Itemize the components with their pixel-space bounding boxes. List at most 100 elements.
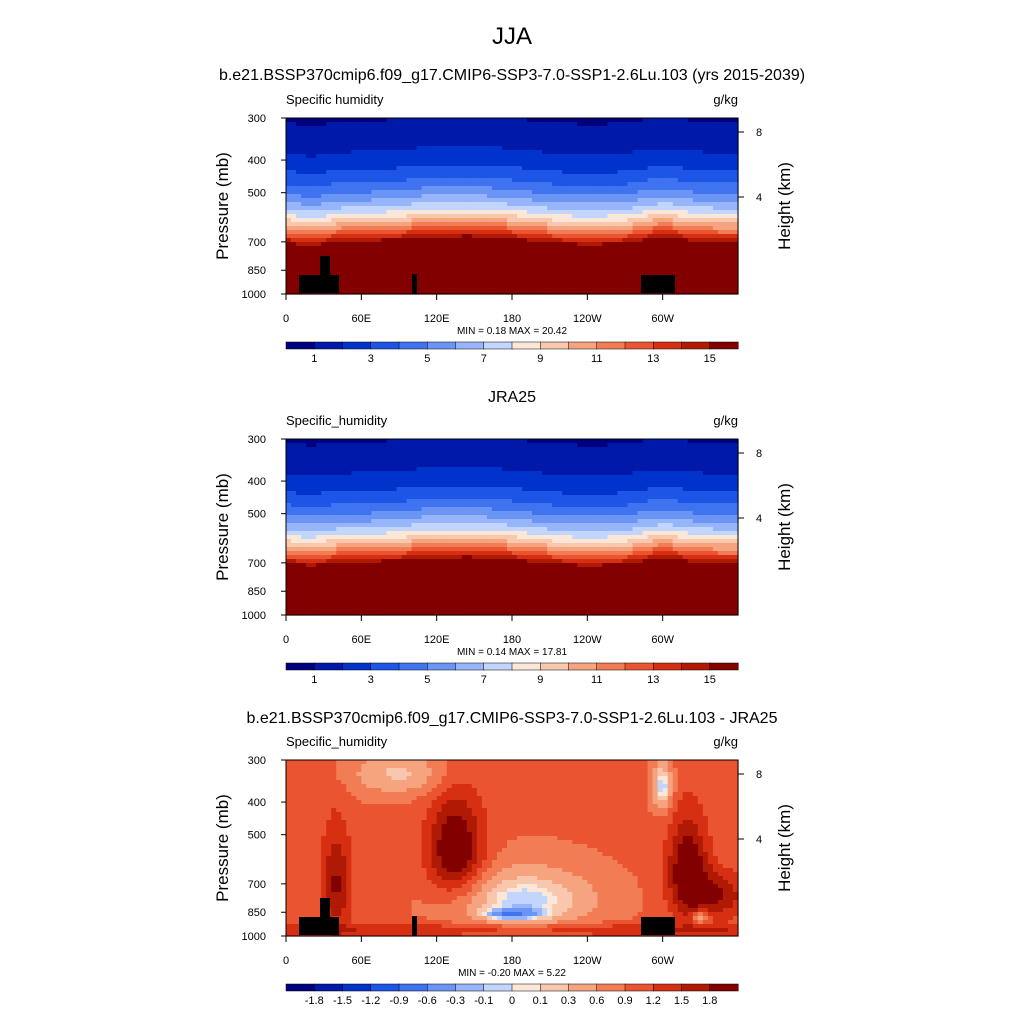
field-cell [466,234,473,239]
field-cell [396,162,403,167]
field-cell [291,214,297,219]
field-cell [607,463,614,468]
field-cell [642,170,649,175]
field-cell [677,467,684,472]
field-cell [421,206,428,211]
field-cell [592,475,598,480]
field-cell [486,202,493,207]
field-cell [481,150,488,155]
field-cell [532,286,538,291]
field-cell [517,126,523,131]
field-cell [602,234,609,239]
field-cell [642,218,649,223]
field-cell [501,455,508,460]
field-cell [496,158,503,163]
field-cell [617,443,624,448]
field-cell [456,439,463,444]
field-cell [617,170,624,175]
field-cell [542,250,548,255]
field-cell [461,266,468,271]
field-cell [386,443,393,448]
field-cell [376,455,383,460]
field-cell [351,178,357,183]
field-cell [406,254,413,259]
field-cell [391,270,398,275]
field-cell [682,455,689,460]
field-cell [326,174,332,179]
field-cell [461,142,468,147]
field-cell [572,202,578,207]
field-cell [512,130,518,135]
field-cell [607,234,614,239]
field-cell [732,459,739,464]
field-cell [301,467,307,472]
field-cell [296,206,302,211]
field-cell [557,467,563,472]
field-cell [537,230,543,235]
field-cell [587,471,593,476]
field-cell [532,455,538,460]
field-cell [642,230,649,235]
field-cell [466,190,473,195]
field-cell [361,230,367,235]
field-cell [537,451,543,456]
field-cell [687,459,694,464]
field-cell [672,206,679,211]
field-cell [667,218,674,223]
field-cell [506,471,513,476]
field-cell [461,186,468,191]
field-cell [411,166,418,171]
field-cell [306,202,312,207]
field-cell [371,210,377,215]
field-cell [592,126,598,131]
field-cell [632,439,639,444]
field-cell [637,286,644,291]
field-cell [396,290,403,295]
field-cell [506,162,513,167]
field-cell [557,198,563,203]
field-cell [552,282,558,287]
field-cell [356,166,362,171]
field-cell [396,218,403,223]
field-cell [522,194,528,199]
field-cell [466,455,473,460]
field-cell [481,270,488,275]
field-cell [306,174,312,179]
field-cell [441,455,448,460]
field-cell [652,459,659,464]
field-cell [341,206,347,211]
field-cell [296,290,302,295]
field-cell [361,214,367,219]
field-cell [712,146,719,151]
field-cell [481,142,488,147]
field-cell [532,218,538,223]
field-cell [501,138,508,143]
field-cell [672,122,679,127]
colorbar-label: 9 [537,353,543,365]
field-cell [441,218,448,223]
field-cell [426,142,433,147]
field-cell [637,282,644,287]
field-cell [461,282,468,287]
field-cell [677,439,684,444]
field-cell [431,134,438,139]
field-cell [411,190,418,195]
field-cell [732,162,739,167]
field-cell [341,479,347,484]
field-cell [657,258,664,263]
field-cell [396,447,403,452]
field-cell [381,234,388,239]
field-cell [466,262,473,267]
field-cell [431,242,438,247]
field-cell [642,186,649,191]
field-cell [587,134,593,139]
field-cell [316,479,322,484]
field-cell [702,222,709,227]
field-cell [672,246,679,251]
field-cell [446,471,453,476]
field-cell [286,471,292,476]
field-cell [677,210,684,215]
field-cell [491,286,498,291]
field-cell [486,162,493,167]
field-cell [311,258,317,263]
